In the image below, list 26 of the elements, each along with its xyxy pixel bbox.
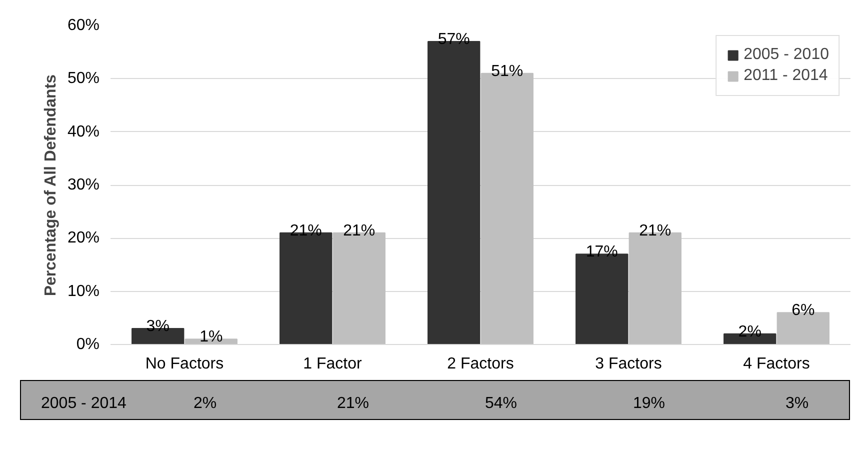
- text: 2%: [192, 395, 218, 413]
- y-tick-label: 40%: [67, 123, 100, 140]
- y-tick-label: 30%: [67, 176, 100, 194]
- y-tick-label: 20%: [67, 230, 100, 247]
- y-tick-label: 0%: [76, 336, 100, 353]
- text: 54%: [484, 395, 518, 413]
- legend-label: 2011 - 2014: [744, 67, 828, 85]
- text: 19%: [632, 395, 666, 413]
- data-label: 21%: [639, 222, 672, 240]
- y-tick-label: 50%: [67, 70, 100, 88]
- y-tick-label: 10%: [67, 282, 100, 300]
- data-label: 1%: [200, 328, 223, 346]
- x-tick-label: 2 Factors: [447, 356, 514, 372]
- x-tick-label: 4 Factors: [743, 356, 810, 372]
- x-tick-label: No Factors: [145, 356, 224, 372]
- x-tick-label: 3 Factors: [595, 356, 662, 372]
- x-tick-label: 1 Factor: [303, 356, 363, 372]
- data-label: 21%: [343, 222, 376, 240]
- y-tick-label: 60%: [67, 17, 100, 34]
- y-axis-title: Percentage of All Defendants: [42, 74, 60, 296]
- data-label: 6%: [792, 302, 815, 320]
- data-label: 51%: [491, 62, 524, 80]
- text: 21%: [336, 395, 370, 413]
- legend-label: 2005 - 2010: [744, 46, 829, 64]
- text: 2005 - 2014: [41, 395, 126, 413]
- text: 3%: [784, 395, 810, 413]
